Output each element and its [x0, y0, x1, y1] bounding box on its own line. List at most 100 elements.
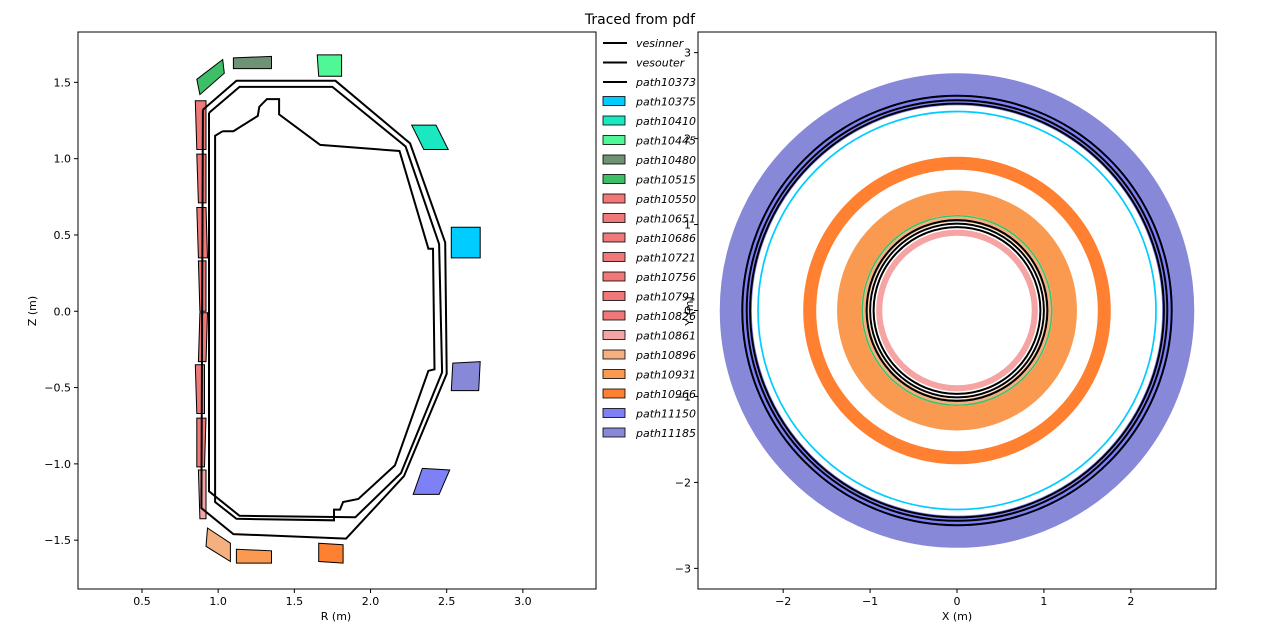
right-y-tick-label: −1 — [675, 390, 691, 403]
coil-path11185 — [450, 361, 481, 392]
legend-patch-swatch — [602, 135, 626, 145]
ring-path10966 — [803, 156, 1111, 465]
left-x-tick-label: 1.5 — [286, 595, 304, 608]
right-y-tick-label: −2 — [675, 476, 691, 489]
right-y-tick-label: 0 — [684, 305, 691, 318]
legend-entry: path10931 — [602, 369, 696, 382]
legend-entry: path10686 — [602, 232, 696, 245]
ring-path10861 — [876, 229, 1038, 392]
left-x-ticks: 0.5 1.0 1.5 2.0 2.5 3.0 — [133, 589, 532, 608]
coil-path10375 — [450, 226, 481, 259]
legend-label: path10721 — [635, 252, 696, 265]
legend-entry: path11150 — [602, 408, 696, 421]
legend-patch-swatch — [602, 388, 626, 399]
circle-vesinner — [745, 99, 1169, 522]
right-x-ticks: −2 −1 0 1 2 — [775, 589, 1134, 608]
legend-entry: path10826 — [602, 310, 696, 323]
right-y-ticks: −3 −2 −1 0 1 2 3 — [675, 47, 698, 575]
legend-patch-swatch — [602, 174, 626, 184]
legend-entry: path10651 — [602, 213, 696, 226]
legend-label: path10375 — [635, 96, 696, 109]
legend-patch-swatch — [602, 154, 626, 165]
left-x-tick-label: 3.0 — [514, 595, 532, 608]
line-vesinner — [208, 85, 444, 519]
left-plot-area — [194, 54, 481, 564]
legend-patch-swatch — [602, 213, 626, 223]
right-plot-area — [719, 73, 1195, 548]
coil-path10515 — [196, 58, 225, 96]
legend-label: path10480 — [635, 154, 696, 167]
legend-entry: path10861 — [602, 330, 696, 343]
legend-entry: path10480 — [602, 154, 696, 167]
circle-path10373 — [872, 226, 1042, 395]
legend-patch-swatch — [602, 115, 626, 126]
legend-entry: vesinner — [603, 37, 685, 50]
legend-entry: path10550 — [602, 193, 696, 206]
legend-entry: path10756 — [602, 271, 696, 284]
circle-vesouter — [865, 219, 1049, 402]
right-y-tick-label: 3 — [684, 47, 691, 60]
legend-label: path10550 — [635, 193, 696, 206]
legend-label: path10373 — [635, 76, 696, 89]
ring-path10515 — [861, 214, 1053, 407]
legend-entry: path10721 — [602, 252, 696, 265]
legend-entry: vesouter — [603, 57, 686, 70]
right-y-tick-label: 1 — [684, 219, 691, 232]
coil-path10896 — [205, 527, 231, 563]
legend-entry: path10445 — [602, 135, 696, 148]
legend-patch-swatch — [602, 232, 626, 243]
legend-label: path10966 — [635, 388, 696, 401]
legend-label: path10686 — [635, 232, 696, 245]
ring-path11185 — [719, 73, 1195, 548]
legend-label: path10826 — [635, 310, 696, 323]
legend-entry: path10896 — [602, 349, 696, 362]
legend-label: path10791 — [635, 291, 696, 304]
left-x-tick-label: 0.5 — [133, 595, 151, 608]
right-x-tick-label: 0 — [954, 595, 961, 608]
circle-vesouter — [741, 94, 1173, 527]
left-y-tick-label: 0.0 — [54, 305, 72, 318]
legend-patch-swatch — [602, 310, 626, 321]
coil-path10791 — [194, 364, 205, 414]
ring-path10375 — [757, 110, 1157, 511]
legend-label: path10515 — [635, 174, 696, 187]
right-x-tick-label: −2 — [775, 595, 791, 608]
left-y-tick-label: 1.0 — [54, 153, 72, 166]
legend-patch-swatch — [602, 427, 626, 438]
left-y-tick-label: 0.5 — [54, 229, 72, 242]
legend-patch-swatch — [602, 252, 626, 262]
right-axes-frame — [697, 31, 1217, 590]
circle-vesinner — [869, 222, 1045, 399]
left-y-tick-label: 1.5 — [54, 76, 72, 89]
right-y-tick-label: 2 — [684, 133, 691, 146]
figure-title: Traced from pdf — [584, 12, 696, 28]
legend-label: vesouter — [636, 57, 686, 70]
legend-label: path10931 — [635, 369, 696, 382]
coil-path11150 — [412, 467, 451, 495]
right-y-tick-label: −3 — [675, 562, 691, 575]
right-y-label: Y (m) — [683, 296, 696, 327]
legend-label: path10756 — [635, 271, 696, 284]
legend-entry: path10373 — [603, 76, 696, 89]
right-axes: −2 −1 0 1 2 −3 −2 −1 0 1 2 3 X (m) Y (m) — [675, 31, 1217, 623]
legend-label: path10410 — [635, 115, 696, 128]
right-x-tick-label: −1 — [862, 595, 878, 608]
legend: vesinner vesouter path10373 path10375 path10… — [602, 37, 696, 440]
left-axes: 0.5 1.0 1.5 2.0 2.5 3.0 −1.5 −1.0 −0.5 0.0 0.5 1.0… — [26, 31, 597, 623]
left-y-tick-label: −1.0 — [44, 458, 71, 471]
left-y-ticks: −1.5 −1.0 −0.5 0.0 0.5 1.0 1.5 — [44, 76, 78, 547]
right-x-label: X (m) — [942, 610, 972, 623]
left-y-label: Z (m) — [26, 296, 39, 326]
legend-entry: path10375 — [602, 96, 696, 109]
ring-path10931 — [837, 190, 1077, 431]
right-x-tick-label: 2 — [1127, 595, 1134, 608]
left-axes-frame — [77, 31, 597, 590]
legend-entry: path10791 — [602, 291, 696, 304]
legend-patch-swatch — [602, 96, 626, 106]
legend-entry: path11185 — [602, 427, 696, 440]
left-y-tick-label: −1.5 — [44, 534, 71, 547]
circle-path10373 — [749, 102, 1165, 519]
left-x-tick-label: 1.0 — [209, 595, 227, 608]
legend-patch-swatch — [602, 408, 626, 418]
coil-path10931 — [235, 548, 272, 564]
